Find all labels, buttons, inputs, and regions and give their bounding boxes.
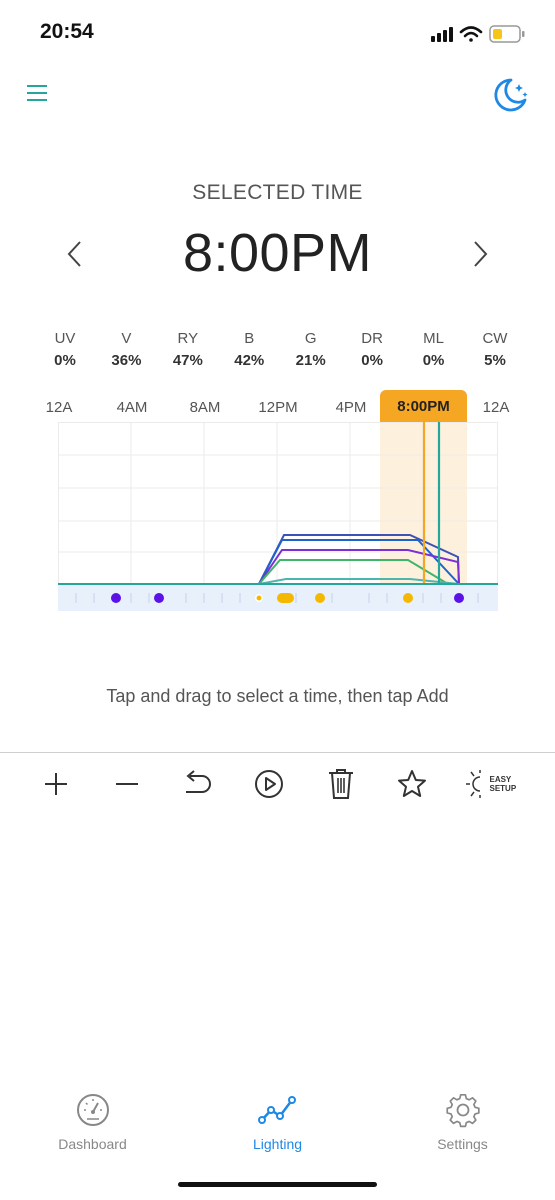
- timeline-label: 4AM: [116, 399, 148, 416]
- battery-icon: [489, 25, 525, 43]
- curve-cw: [258, 578, 460, 585]
- tab-settings[interactable]: Settings: [393, 1092, 533, 1162]
- timeline-label: 12PM: [258, 399, 298, 416]
- star-icon: [398, 770, 427, 797]
- tab-label: Settings: [437, 1136, 488, 1152]
- channel-g: G 21%: [281, 330, 341, 369]
- instruction-hint: Tap and drag to select a time, then tap …: [106, 686, 449, 706]
- channel-value: 42%: [234, 352, 265, 369]
- schedule-point: [255, 594, 263, 602]
- channel-value: 5%: [484, 352, 506, 369]
- easy-setup-button[interactable]: EASY SETUP: [461, 762, 521, 806]
- schedule-point: [403, 593, 413, 603]
- schedule-point: [315, 593, 325, 603]
- selected-time-label: SELECTED TIME: [192, 181, 363, 204]
- channel-name: CW: [482, 330, 508, 347]
- selected-time-value: 8:00PM: [182, 223, 373, 283]
- curve-v: [258, 549, 460, 585]
- minus-icon: [115, 783, 138, 785]
- tab-dashboard[interactable]: Dashboard: [23, 1092, 163, 1162]
- tab-label: Dashboard: [58, 1136, 127, 1152]
- status-icons: [431, 25, 525, 43]
- toolbar: EASY SETUP: [0, 762, 555, 806]
- channel-dr: DR 0%: [342, 330, 402, 369]
- chart-line-icon: [257, 1096, 296, 1124]
- signal-icon: [431, 27, 453, 42]
- channel-ml: ML 0%: [404, 330, 464, 369]
- timeline-label: 12A: [45, 399, 73, 416]
- easy-setup-line2: SETUP: [489, 784, 517, 793]
- divider: [0, 752, 555, 753]
- wifi-icon: [459, 26, 483, 42]
- tab-lighting[interactable]: Lighting: [208, 1092, 348, 1162]
- channel-v: V 36%: [96, 330, 156, 369]
- channel-b: B 42%: [219, 330, 279, 369]
- play-icon: [255, 770, 284, 798]
- favorite-button[interactable]: [390, 762, 434, 806]
- chevron-right-icon[interactable]: [465, 236, 495, 272]
- curve-g: [258, 559, 449, 585]
- channel-cw: CW 5%: [465, 330, 525, 369]
- channel-value: 47%: [172, 352, 203, 369]
- tab-label: Lighting: [252, 1136, 303, 1152]
- sun-icon: [466, 770, 482, 798]
- channel-name: RY: [177, 330, 199, 347]
- channel-uv: UV 0%: [35, 330, 95, 369]
- remove-button[interactable]: [105, 762, 149, 806]
- schedule-point: [111, 593, 121, 603]
- status-time: 20:54: [40, 20, 94, 43]
- bottom-tab-bar: Dashboard Lighting Settings: [0, 1092, 555, 1162]
- channel-name: B: [244, 330, 255, 347]
- easy-setup-line1: EASY: [489, 775, 512, 784]
- trash-icon: [328, 769, 353, 799]
- plus-icon: [44, 773, 67, 795]
- schedule-point: [277, 593, 294, 603]
- gauge-icon: [76, 1094, 109, 1126]
- timeline-label: 8AM: [189, 399, 221, 416]
- lighting-schedule-chart[interactable]: [58, 422, 498, 612]
- channel-name: DR: [361, 330, 383, 347]
- add-button[interactable]: [34, 762, 78, 806]
- channel-value: 0%: [361, 352, 383, 369]
- selected-time-marker[interactable]: 8:00PM: [380, 390, 467, 422]
- channel-name: UV: [54, 330, 76, 347]
- menu-icon[interactable]: [24, 80, 50, 106]
- channel-ry: RY 47%: [158, 330, 218, 369]
- preview-button[interactable]: [247, 762, 291, 806]
- home-indicator: [178, 1182, 377, 1187]
- undo-icon: [186, 770, 212, 793]
- chevron-left-icon[interactable]: [60, 236, 90, 272]
- channel-values: UV 0% V 36% RY 47% B 42% G 21% DR 0% ML 0% CW 5%: [35, 330, 525, 369]
- timeline-label: 12A: [482, 399, 510, 416]
- channel-value: 0%: [422, 352, 445, 369]
- channel-name: G: [304, 330, 317, 347]
- channel-value: 21%: [295, 352, 326, 369]
- schedule-point: [154, 593, 164, 603]
- easy-setup-label: EASY SETUP: [489, 775, 516, 793]
- moon-stars-icon[interactable]: [489, 74, 531, 116]
- gear-icon: [445, 1093, 480, 1128]
- channel-value: 36%: [111, 352, 142, 369]
- schedule-point: [454, 593, 464, 603]
- channel-value: 0%: [54, 352, 76, 369]
- channel-name: ML: [423, 330, 444, 347]
- undo-button[interactable]: [176, 762, 220, 806]
- channel-name: V: [121, 330, 132, 347]
- timeline-label: 4PM: [335, 399, 367, 416]
- delete-button[interactable]: [319, 762, 363, 806]
